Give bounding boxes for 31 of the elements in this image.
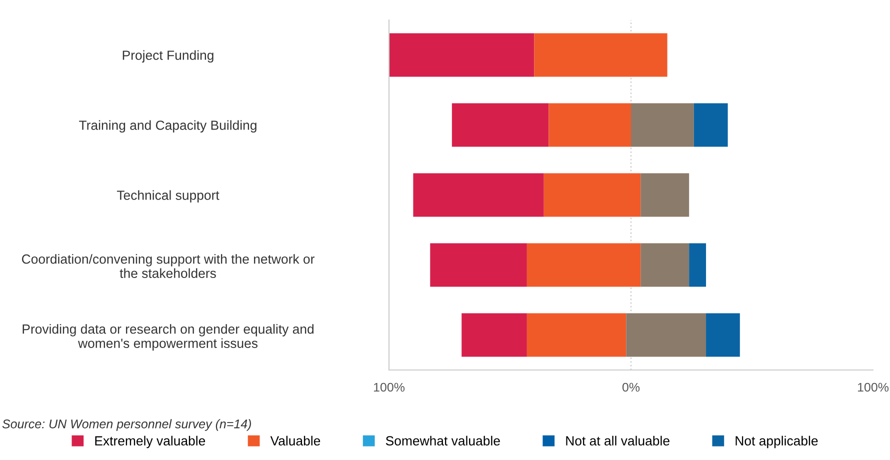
y-tick-label: Technical support (116, 190, 220, 203)
bar (544, 173, 641, 217)
bar (462, 313, 527, 357)
y-tick-label: Project Funding (122, 50, 214, 63)
bar (706, 313, 740, 357)
y-tick-label: Providing data or research on gender equality and women's empowerment issues (22, 324, 314, 351)
bar (413, 173, 544, 217)
bar (430, 243, 527, 287)
bar (548, 103, 631, 147)
x-tick-label: 100% (858, 382, 889, 392)
bar (534, 33, 668, 77)
y-tick-label: Training and Capacity Building (79, 120, 256, 133)
bar (452, 103, 549, 147)
legend-label: Valuable (270, 436, 320, 446)
legend-label: Extremely valuable (95, 436, 206, 448)
bar (640, 243, 690, 287)
bar (631, 103, 694, 147)
source-note: Source: UN Women personnel survey (n=14) (2, 419, 252, 431)
bar (389, 33, 534, 77)
bar (526, 313, 626, 357)
x-tick-label: 100% (374, 382, 405, 392)
bar (694, 103, 728, 147)
bar (689, 243, 706, 287)
legend-label: Somewhat valuable (386, 436, 500, 446)
bar (626, 313, 706, 357)
y-tick-label: Coordiation/convening support with the network or the stakeholders (22, 254, 314, 278)
x-tick-label: 0% (622, 382, 640, 392)
legend-label: Not at all valuable (566, 436, 670, 446)
bar (526, 243, 641, 287)
legend-label: Not applicable (736, 436, 818, 448)
bar (640, 173, 690, 217)
